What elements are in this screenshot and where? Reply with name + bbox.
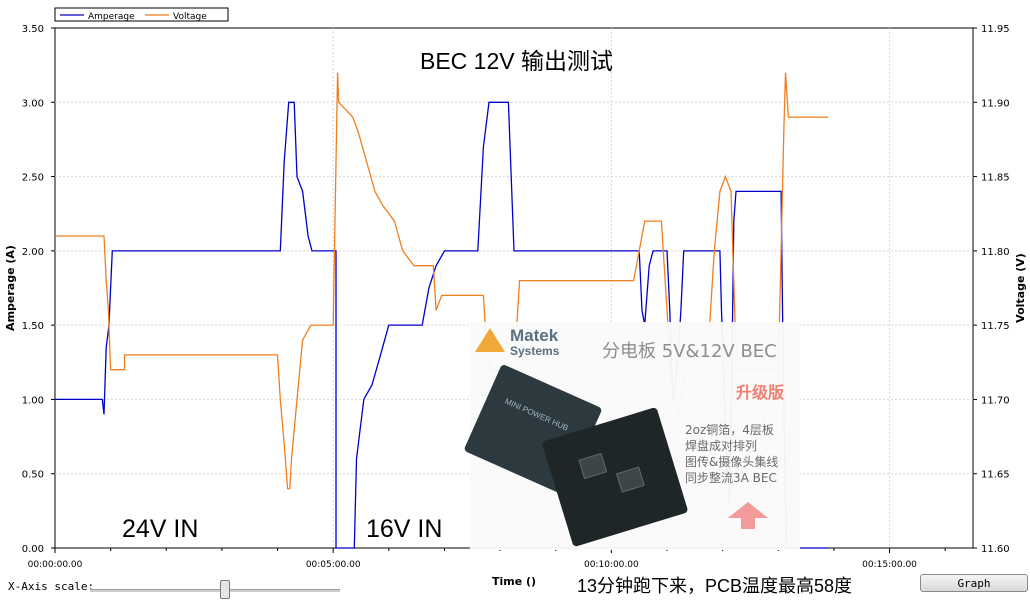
legend-label-amperage: Amperage xyxy=(88,12,135,22)
x-tick-label: 00:15:00.00 xyxy=(862,560,917,570)
up-arrow-stem xyxy=(741,517,755,529)
annotation-16v-in: 16V IN xyxy=(366,515,443,543)
matek-logo-icon xyxy=(475,328,505,352)
x-axis-label: Time () xyxy=(492,575,536,588)
legend-box xyxy=(54,7,229,22)
y-right-tick-label: 11.75 xyxy=(981,321,1010,332)
y-left-tick-label: 3.50 xyxy=(22,24,44,35)
graph-button[interactable]: Graph xyxy=(920,574,1028,592)
y-left-tick-label: 0.50 xyxy=(22,470,44,481)
y-right-tick-label: 11.70 xyxy=(981,395,1010,406)
y-left-tick-label: 0.00 xyxy=(22,544,44,555)
pcb-chip xyxy=(578,452,608,480)
up-arrow-icon xyxy=(728,502,768,518)
annotation-24v-in: 24V IN xyxy=(122,515,199,543)
y-axis-label-left: Amperage (A) xyxy=(4,245,17,331)
y-left-tick-label: 3.00 xyxy=(22,98,44,109)
pcb-board-label: MINI POWER HUB xyxy=(503,396,570,433)
xaxis-scale-slider-track[interactable] xyxy=(90,589,340,592)
y-axis-label-right: Voltage (V) xyxy=(1014,253,1027,323)
y-left-tick-label: 1.50 xyxy=(22,321,44,332)
ad-feature-line: 图传&摄像头集线 xyxy=(685,455,779,469)
y-left-tick-label: 2.00 xyxy=(22,247,44,258)
y-right-tick-label: 11.85 xyxy=(981,173,1010,184)
ad-brand-subname: Systems xyxy=(510,344,560,358)
chart-title: BEC 12V 输出测试 xyxy=(420,48,613,74)
legend-label-voltage: Voltage xyxy=(173,12,207,22)
ad-brand-name: Matek xyxy=(510,326,559,345)
y-left-tick-label: 2.50 xyxy=(22,173,44,184)
series-line-voltage xyxy=(55,72,829,490)
y-right-tick-label: 11.60 xyxy=(981,544,1010,555)
xaxis-scale-slider-thumb[interactable] xyxy=(220,580,230,599)
y-right-tick-label: 11.80 xyxy=(981,247,1010,258)
x-tick-label: 00:00:00.00 xyxy=(28,560,83,570)
pcb-chip xyxy=(616,466,645,493)
product-advertisement-overlay: Matek Systems 分电板 5V&12V BEC 升级版 MINI PO… xyxy=(463,322,800,550)
ad-feature-line: 焊盘成对排列 xyxy=(685,439,758,453)
y-left-tick-label: 1.00 xyxy=(22,395,44,406)
xaxis-scale-label: X-Axis scale: xyxy=(8,580,95,593)
ad-feature-line: 2oz铜箔，4层板 xyxy=(685,423,774,437)
ad-badge: 升级版 xyxy=(736,383,785,402)
x-tick-label: 00:10:00.00 xyxy=(584,560,639,570)
footnote-text: 13分钟跑下来，PCB温度最高58度 xyxy=(577,576,853,596)
ad-feature-line: 同步整流3A BEC xyxy=(685,471,777,485)
y-right-tick-label: 11.95 xyxy=(981,24,1010,35)
ad-headline: 分电板 5V&12V BEC xyxy=(602,341,777,362)
y-right-tick-label: 11.65 xyxy=(981,470,1010,481)
y-right-tick-label: 11.90 xyxy=(981,98,1010,109)
x-tick-label: 00:05:00.00 xyxy=(306,560,361,570)
ad-feature-list: 2oz铜箔，4层板 焊盘成对排列 图传&摄像头集线 同步整流3A BEC xyxy=(685,422,778,486)
